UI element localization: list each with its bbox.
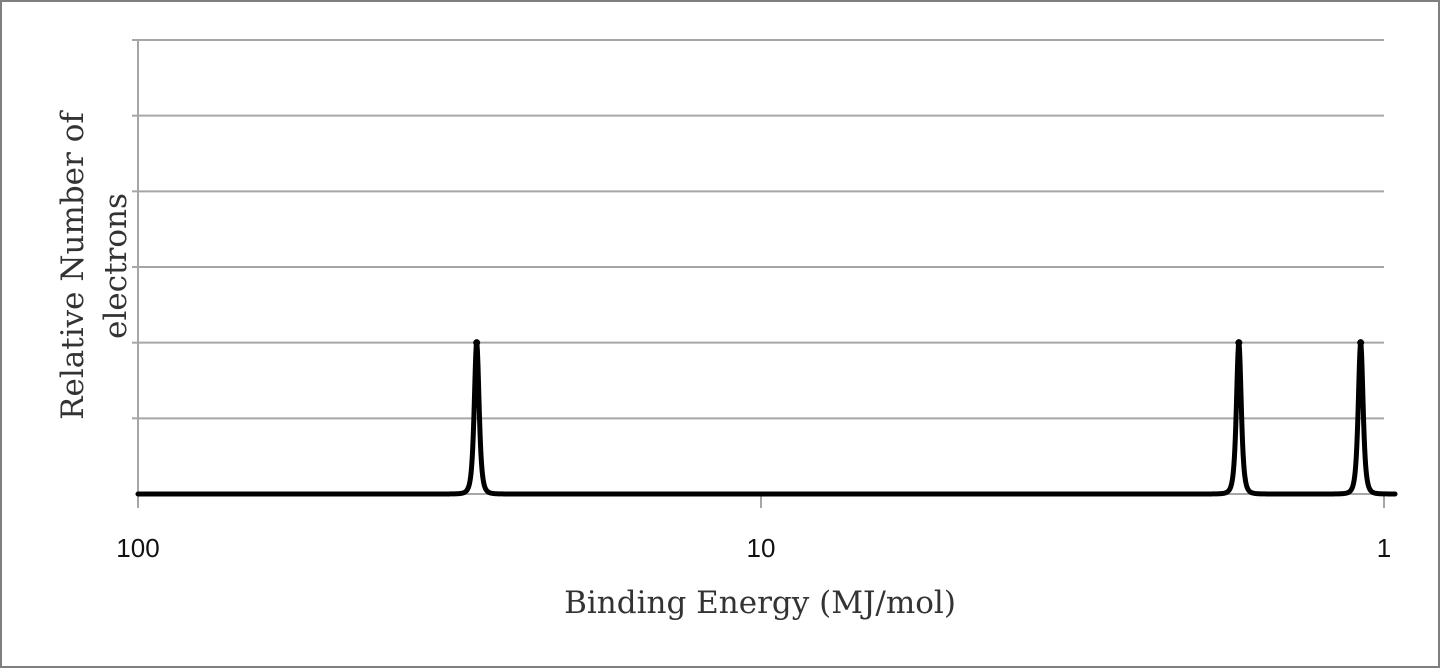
x-axis-title: Binding Energy (MJ/mol) bbox=[564, 585, 956, 621]
series bbox=[135, 339, 1398, 497]
x-tick-label: 1 bbox=[1377, 533, 1391, 563]
x-tick-label: 100 bbox=[116, 533, 159, 563]
peak-point bbox=[473, 339, 481, 347]
axes bbox=[132, 39, 1385, 508]
gridlines bbox=[138, 39, 1384, 420]
peak-point bbox=[1357, 339, 1365, 347]
y-axis-title-line-2: electrons bbox=[98, 193, 134, 339]
tick-labels: 100 10 1 bbox=[116, 533, 1391, 563]
y-axis-title: Relative Number of electrons bbox=[55, 110, 134, 420]
x-tick-label: 10 bbox=[747, 533, 776, 563]
y-axis-title-line-1: Relative Number of bbox=[55, 110, 91, 420]
peak-point bbox=[1235, 339, 1243, 347]
spectrum-line bbox=[135, 340, 1398, 497]
